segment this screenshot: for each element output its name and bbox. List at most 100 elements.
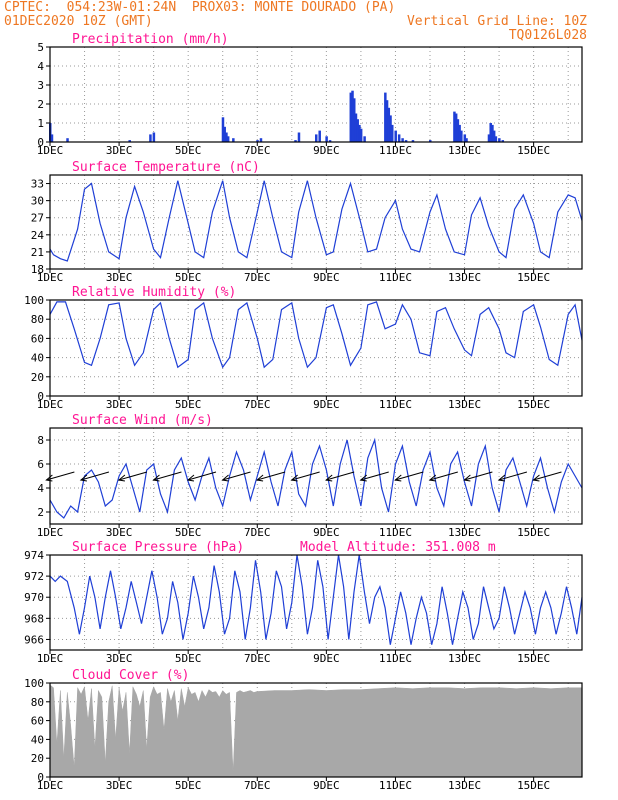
x-tick-label: 15DEC bbox=[517, 779, 550, 792]
header-grid-line: Vertical Grid Line: 10Z bbox=[406, 14, 587, 29]
precip-bar bbox=[149, 134, 152, 142]
precip-bar bbox=[349, 92, 353, 142]
y-tick-label: 968 bbox=[24, 612, 44, 625]
x-tick-label: 1DEC bbox=[37, 526, 64, 539]
precip-bar bbox=[460, 130, 463, 142]
x-tick-label: 15DEC bbox=[517, 271, 550, 284]
panel-title: Relative Humidity (%) bbox=[72, 285, 236, 300]
wind-arrow bbox=[80, 471, 110, 481]
wind-arrow bbox=[395, 471, 424, 481]
x-tick-label: 11DEC bbox=[379, 398, 412, 411]
precip-bar bbox=[318, 130, 321, 142]
precip-bar bbox=[489, 123, 492, 142]
y-tick-label: 80 bbox=[31, 696, 44, 709]
wind-arrow bbox=[153, 471, 182, 481]
x-tick-label: 5DEC bbox=[175, 398, 202, 411]
x-tick-label: 1DEC bbox=[37, 398, 64, 411]
plot-frame bbox=[49, 46, 583, 143]
wind-arrowhead bbox=[255, 474, 264, 482]
y-tick-label: 0 bbox=[37, 771, 44, 784]
wind-arrowhead bbox=[186, 474, 195, 482]
x-tick-label: 9DEC bbox=[313, 779, 340, 792]
y-tick-label: 5 bbox=[37, 41, 44, 54]
precip-bar bbox=[501, 140, 505, 142]
precip-bar bbox=[456, 119, 460, 142]
precip-bar bbox=[494, 136, 498, 142]
precip-bar bbox=[297, 132, 301, 142]
plot-frame bbox=[49, 427, 583, 525]
x-tick-label: 7DEC bbox=[244, 652, 271, 665]
precip-bar bbox=[358, 124, 361, 142]
series-line bbox=[49, 301, 583, 369]
plot-frame bbox=[49, 299, 583, 397]
wind-arrowhead bbox=[45, 474, 53, 482]
x-tick-label: 15DEC bbox=[517, 144, 550, 157]
y-tick-label: 8 bbox=[37, 434, 44, 447]
x-tick-label: 1DEC bbox=[37, 652, 64, 665]
panel-2: 18 21 24 27 30 33 1DEC 3DEC 5DEC 7DEC 9DEC 11DEC 13D… bbox=[31, 160, 583, 284]
y-tick-label: 20 bbox=[31, 371, 44, 384]
y-tick-label: 974 bbox=[24, 549, 44, 562]
precip-bar bbox=[359, 128, 363, 142]
precip-bar bbox=[128, 140, 131, 142]
precip-bar bbox=[465, 138, 468, 142]
wind-arrow bbox=[533, 471, 562, 481]
wind-arrowhead bbox=[290, 474, 298, 482]
wind-arrow bbox=[222, 471, 251, 481]
precip-bar bbox=[66, 138, 69, 142]
wind-arrowhead bbox=[221, 474, 229, 482]
plot-frame bbox=[49, 682, 583, 778]
x-tick-label: 13DEC bbox=[448, 398, 481, 411]
y-tick-label: 21 bbox=[31, 246, 44, 259]
precip-bar bbox=[387, 107, 391, 142]
precip-bar bbox=[463, 134, 467, 142]
y-tick-label: 0 bbox=[37, 390, 44, 403]
panel-title: Cloud Cover (%) bbox=[72, 668, 189, 683]
x-tick-label: 1DEC bbox=[37, 779, 64, 792]
wind-arrowhead bbox=[359, 474, 368, 482]
precip-bar bbox=[351, 90, 354, 142]
x-tick-label: 1DEC bbox=[37, 271, 64, 284]
precip-bar bbox=[232, 138, 235, 142]
x-tick-label: 15DEC bbox=[517, 526, 550, 539]
plot-frame bbox=[49, 174, 583, 270]
panel-6: 0 20 40 60 80 100 1DEC 3DEC 5DEC 7DEC 9DEC 11DEC 13D… bbox=[24, 668, 583, 792]
precip-bar bbox=[429, 140, 432, 142]
wind-arrowhead bbox=[428, 474, 437, 482]
precip-bar bbox=[328, 140, 332, 142]
y-tick-label: 27 bbox=[31, 212, 44, 225]
panel-title: Surface Temperature (nC) bbox=[72, 160, 260, 175]
x-tick-label: 3DEC bbox=[106, 652, 133, 665]
precip-bar bbox=[487, 134, 491, 142]
y-tick-label: 18 bbox=[31, 263, 44, 276]
series-line bbox=[49, 180, 583, 262]
precip-bar bbox=[454, 113, 458, 142]
precip-bar bbox=[226, 136, 230, 142]
x-tick-label: 7DEC bbox=[244, 779, 271, 792]
wind-arrow bbox=[326, 471, 355, 481]
x-tick-label: 7DEC bbox=[244, 144, 271, 157]
wind-arrow bbox=[291, 471, 320, 481]
y-tick-label: 100 bbox=[24, 294, 44, 307]
x-tick-label: 7DEC bbox=[244, 526, 271, 539]
x-tick-label: 13DEC bbox=[448, 271, 481, 284]
wind-arrow bbox=[429, 471, 458, 481]
y-tick-label: 966 bbox=[24, 633, 44, 646]
series-line bbox=[49, 554, 583, 645]
y-tick-label: 100 bbox=[24, 677, 44, 690]
wind-arrowhead bbox=[394, 474, 402, 482]
precip-bar bbox=[391, 124, 394, 142]
precip-bar bbox=[221, 117, 225, 142]
precip-bar bbox=[256, 140, 259, 142]
x-tick-label: 11DEC bbox=[379, 652, 412, 665]
y-tick-label: 1 bbox=[37, 117, 44, 130]
y-tick-label: 60 bbox=[31, 715, 44, 728]
precip-bar bbox=[50, 134, 54, 142]
y-tick-label: 6 bbox=[37, 458, 44, 471]
y-tick-label: 4 bbox=[37, 482, 44, 495]
panel-1: 0 1 2 3 4 5 1DEC 3DEC 5DEC 7DEC 9DEC 11DEC 13DEC 15DE… bbox=[37, 32, 583, 157]
wind-arrowhead bbox=[152, 474, 160, 482]
x-tick-label: 3DEC bbox=[106, 398, 133, 411]
x-tick-label: 11DEC bbox=[379, 779, 412, 792]
precip-bar bbox=[404, 140, 408, 142]
